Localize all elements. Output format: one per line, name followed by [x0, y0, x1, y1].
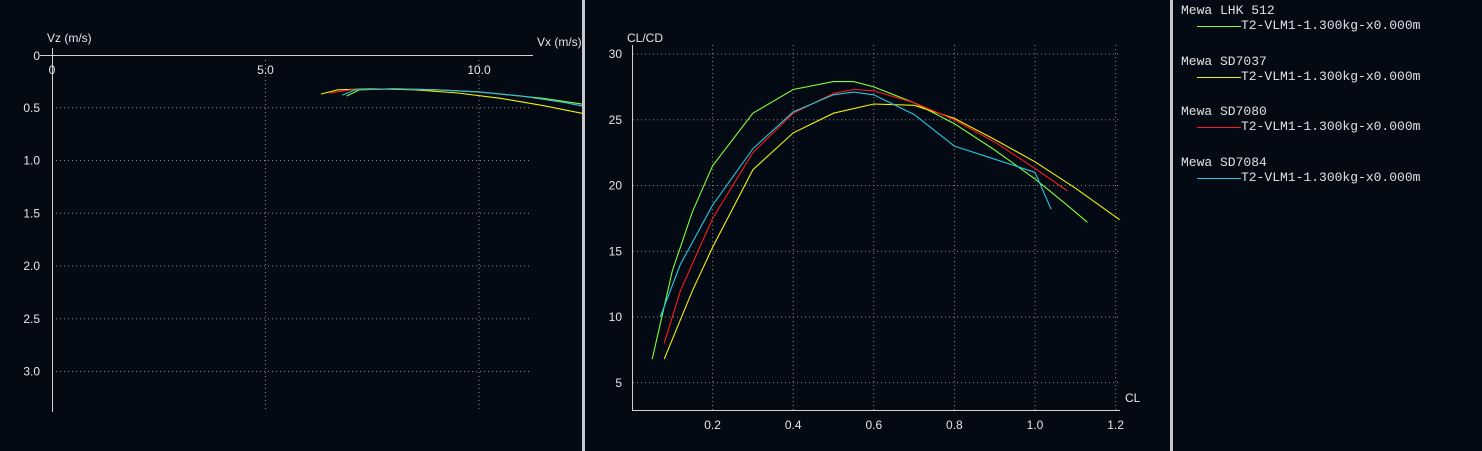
x-tick-label: 0.4	[785, 418, 802, 432]
legend-series-label: T2-VLM1-1.300kg-x0.000m	[1241, 119, 1421, 134]
x-tick-label: 0.6	[865, 418, 882, 432]
y-tick-label: 30	[609, 47, 623, 61]
legend-line-swatch	[1197, 77, 1241, 78]
y-tick-label: 2.5	[23, 312, 40, 326]
legend-plane-name: Mewa LHK 512	[1181, 3, 1275, 18]
x-tick-label: 0.2	[704, 418, 721, 432]
x-tick-label: 1.0	[1027, 418, 1044, 432]
y-tick-label: 3.0	[23, 365, 40, 379]
y-axis-title: Vz (m/s)	[47, 31, 92, 45]
series-line	[329, 88, 582, 107]
panel-divider-2[interactable]	[1170, 0, 1173, 451]
legend-series-label: T2-VLM1-1.300kg-x0.000m	[1241, 69, 1421, 84]
x-tick-label: 5.0	[257, 63, 274, 77]
y-tick-label: 25	[609, 113, 623, 127]
legend-series-label: T2-VLM1-1.300kg-x0.000m	[1241, 18, 1421, 33]
y-tick-label: 0	[33, 49, 40, 63]
y-tick-label: 2.0	[23, 259, 40, 273]
legend-line-swatch	[1197, 178, 1241, 179]
series-line	[663, 103, 1120, 360]
x-tick-label: 1.2	[1107, 418, 1124, 432]
series-line	[346, 88, 582, 105]
y-tick-label: 20	[609, 179, 623, 193]
legend-plane-name: Mewa SD7084	[1181, 155, 1267, 170]
x-axis-title: Vx (m/s)	[537, 35, 582, 49]
series-line	[659, 91, 1052, 318]
series-line	[651, 81, 1088, 360]
legend-line-swatch	[1197, 127, 1241, 128]
y-tick-label: 15	[609, 244, 623, 258]
x-axis-title: CL	[1125, 391, 1141, 405]
speed-polar-chart: 05.010.015.020.000.51.01.52.02.53.0Vz (m…	[23, 31, 582, 412]
y-tick-label: 10	[609, 310, 623, 324]
polar-chart-panel: 05.010.015.020.000.51.01.52.02.53.0Vz (m…	[0, 0, 582, 451]
legend-plane-name: Mewa SD7037	[1181, 54, 1267, 69]
glide-ratio-chart-panel: 0.2 0.4 0.6 0.8 1.0 1.2 5 10 15 20 25 30 CL/CD CL	[585, 0, 1170, 451]
panel-divider[interactable]	[582, 0, 585, 451]
y-tick-label: 0.5	[23, 101, 40, 115]
legend-line-swatch	[1197, 26, 1241, 27]
legend-entry[interactable]: Mewa SD7037 T2-VLM1-1.300kg-x0.000m	[1181, 54, 1420, 85]
series-line	[342, 88, 582, 107]
legend-entry[interactable]: Mewa LHK 512 T2-VLM1-1.300kg-x0.000m	[1181, 3, 1420, 34]
glide-ratio-chart: 0.2 0.4 0.6 0.8 1.0 1.2 5 10 15 20 25 30 CL/CD CL	[609, 31, 1141, 432]
y-tick-label: 5	[615, 376, 622, 390]
x-tick-label: 10.0	[467, 63, 491, 77]
legend-series-label: T2-VLM1-1.300kg-x0.000m	[1241, 170, 1421, 185]
y-tick-label: 1.0	[23, 154, 40, 168]
series-line	[663, 88, 1068, 344]
y-tick-label: 1.5	[23, 206, 40, 220]
series-line	[320, 88, 582, 114]
y-axis-title: CL/CD	[627, 31, 663, 45]
legend-panel: Mewa LHK 512 T2-VLM1-1.300kg-x0.000m Mew…	[1173, 0, 1482, 451]
x-tick-label: 0	[49, 63, 56, 77]
x-tick-label: 0.8	[946, 418, 963, 432]
legend-plane-name: Mewa SD7080	[1181, 104, 1267, 119]
legend-entry[interactable]: Mewa SD7080 T2-VLM1-1.300kg-x0.000m	[1181, 104, 1420, 135]
legend-entry[interactable]: Mewa SD7084 T2-VLM1-1.300kg-x0.000m	[1181, 155, 1420, 186]
